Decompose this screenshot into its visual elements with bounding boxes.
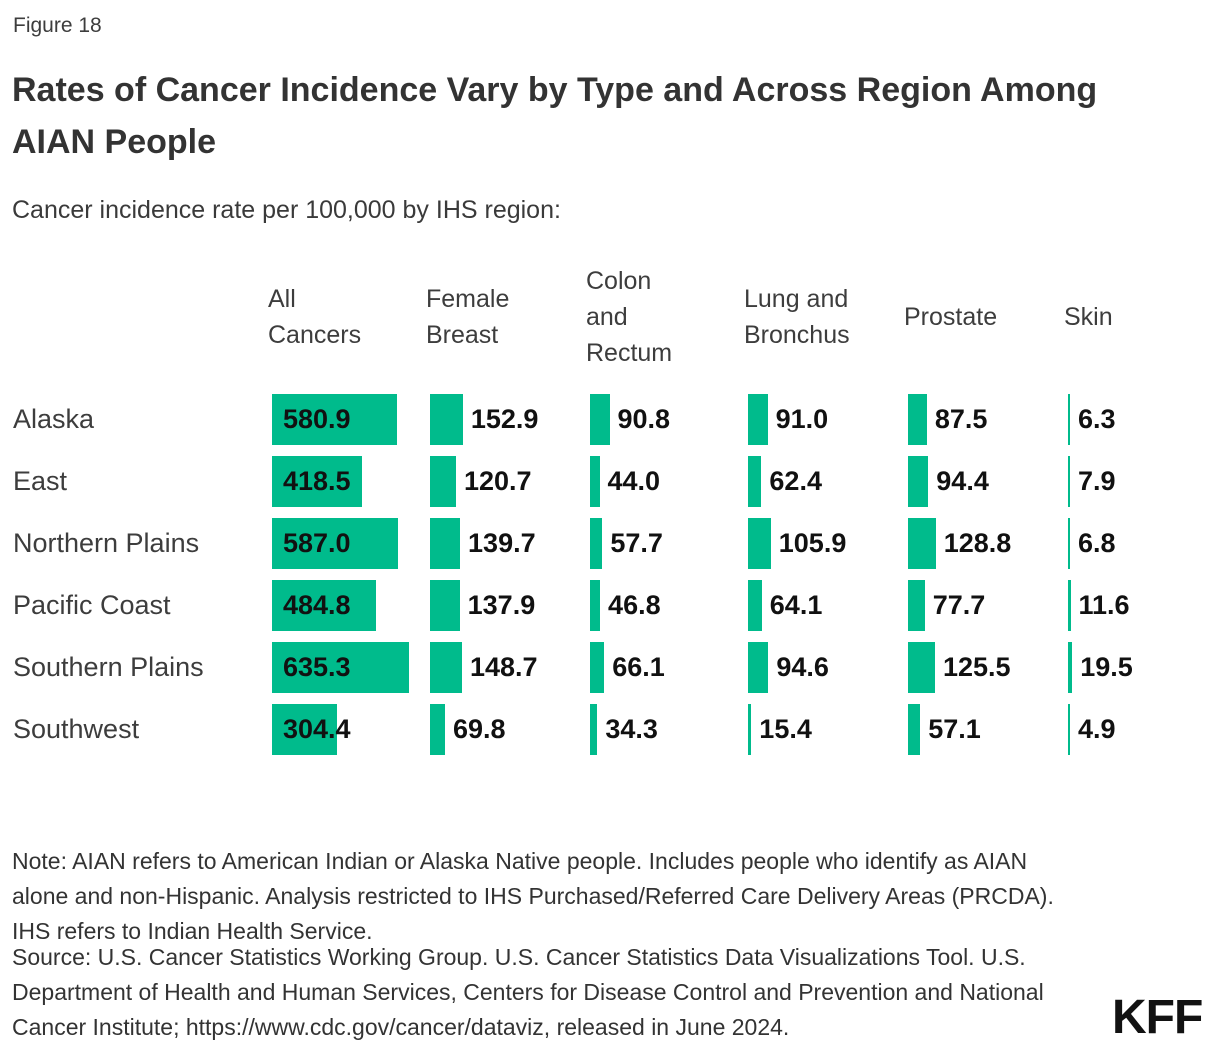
value-northern-plains-colon-and-rectum: 57.7 [610, 528, 663, 558]
value-alaska-all-cancers: 580.9 [283, 404, 351, 434]
bar-southwest-female-breast [430, 704, 445, 755]
bar-pacific-coast-skin [1068, 580, 1071, 631]
bar-alaska-lung-and-bronchus [748, 394, 768, 445]
bar-southern-plains-lung-and-bronchus [748, 642, 769, 693]
value-pacific-coast-prostate: 77.7 [932, 590, 986, 620]
bar-pacific-coast-all-cancers [272, 580, 377, 631]
row-label-southwest: Southwest [13, 714, 140, 744]
chart: All Cancers Female Breast Colon and Rectum Lung… [13, 267, 1133, 755]
bar-alaska-all-cancers [272, 394, 397, 445]
bar-southwest-colon-and-rectum [590, 704, 598, 755]
value-southern-plains-all-cancers: 635.3 [283, 652, 351, 682]
value-southwest-colon-and-rectum: 34.3 [605, 714, 658, 744]
bar-southwest-all-cancers [272, 704, 338, 755]
value-pacific-coast-lung-and-bronchus: 64.1 [769, 590, 823, 620]
bar-alaska-prostate [908, 394, 927, 445]
value-southern-plains-colon-and-rectum: 66.1 [612, 652, 665, 682]
value-pacific-coast-skin: 11.6 [1078, 590, 1130, 620]
value-alaska-skin: 6.3 [1078, 404, 1116, 434]
value-pacific-coast-colon-and-rectum: 46.8 [608, 590, 661, 620]
value-southern-plains-skin: 19.5 [1080, 652, 1133, 682]
value-southwest-lung-and-bronchus: 15.4 [759, 714, 812, 744]
page-title: Rates of Cancer Incidence Vary by Type a… [12, 71, 1098, 161]
value-pacific-coast-female-breast: 137.9 [467, 590, 536, 620]
value-southern-plains-prostate: 125.5 [942, 652, 1011, 682]
value-alaska-female-breast: 152.9 [470, 404, 539, 434]
bar-alaska-female-breast [430, 394, 463, 445]
bar-southern-plains-colon-and-rectum [590, 642, 605, 693]
bar-northern-plains-female-breast [430, 518, 460, 569]
bar-east-skin [1068, 456, 1070, 507]
value-northern-plains-skin: 6.8 [1078, 528, 1116, 558]
row-label-alaska: Alaska [13, 404, 95, 434]
bar-southern-plains-all-cancers [272, 642, 409, 693]
value-southwest-female-breast: 69.8 [453, 714, 506, 744]
column-header-prostate: Prostate [904, 303, 998, 331]
value-east-colon-and-rectum: 44.0 [607, 466, 661, 496]
value-southwest-skin: 4.9 [1078, 714, 1116, 744]
value-east-female-breast: 120.7 [463, 466, 532, 496]
column-header-female-breast: Female Breast [426, 285, 510, 349]
row-label-pacific-coast: Pacific Coast [13, 590, 171, 620]
bar-southwest-prostate [908, 704, 921, 755]
bar-southwest-lung-and-bronchus [748, 704, 752, 755]
bar-northern-plains-colon-and-rectum [590, 518, 603, 569]
value-alaska-lung-and-bronchus: 91.0 [775, 404, 829, 434]
value-northern-plains-all-cancers: 587.0 [283, 528, 351, 558]
value-southern-plains-lung-and-bronchus: 94.6 [776, 652, 829, 682]
value-alaska-colon-and-rectum: 90.8 [617, 404, 671, 434]
bar-east-lung-and-bronchus [748, 456, 762, 507]
bar-pacific-coast-prostate [908, 580, 925, 631]
value-pacific-coast-all-cancers: 484.8 [283, 590, 351, 620]
value-east-skin: 7.9 [1078, 466, 1116, 496]
bar-southwest-skin [1068, 704, 1070, 755]
bar-southern-plains-skin [1068, 642, 1073, 693]
column-header-skin: Skin [1064, 303, 1113, 331]
row-label-northern-plains: Northern Plains [13, 528, 200, 558]
value-east-lung-and-bronchus: 62.4 [769, 466, 822, 496]
kff-logo: KFF [1112, 991, 1203, 1044]
bar-pacific-coast-lung-and-bronchus [748, 580, 762, 631]
figure-label: Figure 18 [13, 14, 102, 37]
column-header-all-cancers: All Cancers [268, 285, 362, 349]
bar-northern-plains-skin [1068, 518, 1070, 569]
bar-northern-plains-all-cancers [272, 518, 399, 569]
value-east-all-cancers: 418.5 [283, 466, 351, 496]
bar-east-colon-and-rectum [590, 456, 600, 507]
bar-alaska-skin [1068, 394, 1070, 445]
note-text: Note: AIAN refers to American Indian or … [12, 848, 1054, 944]
bar-east-female-breast [430, 456, 456, 507]
value-northern-plains-prostate: 128.8 [943, 528, 1012, 558]
bar-southern-plains-female-breast [430, 642, 462, 693]
value-northern-plains-female-breast: 139.7 [468, 528, 536, 558]
column-header-lung-and-bronchus: Lung and Bronchus [744, 285, 850, 349]
row-label-east: East [13, 466, 68, 496]
value-southwest-prostate: 57.1 [928, 714, 981, 744]
bar-east-all-cancers [272, 456, 362, 507]
value-northern-plains-lung-and-bronchus: 105.9 [778, 528, 847, 558]
bar-northern-plains-lung-and-bronchus [748, 518, 771, 569]
column-header-colon-and-rectum: Colon and Rectum [586, 267, 673, 367]
bar-pacific-coast-colon-and-rectum [590, 580, 601, 631]
bar-pacific-coast-female-breast [430, 580, 460, 631]
bar-alaska-colon-and-rectum [590, 394, 610, 445]
value-east-prostate: 94.4 [936, 466, 989, 496]
bar-northern-plains-prostate [908, 518, 936, 569]
chart-subtitle: Cancer incidence rate per 100,000 by IHS… [12, 196, 561, 224]
row-label-southern-plains: Southern Plains [13, 652, 204, 682]
value-southwest-all-cancers: 304.4 [283, 714, 351, 744]
value-southern-plains-female-breast: 148.7 [469, 652, 538, 682]
value-alaska-prostate: 87.5 [934, 404, 988, 434]
bar-east-prostate [908, 456, 929, 507]
source-text: Source: U.S. Cancer Statistics Working G… [12, 944, 1044, 1040]
bar-southern-plains-prostate [908, 642, 935, 693]
